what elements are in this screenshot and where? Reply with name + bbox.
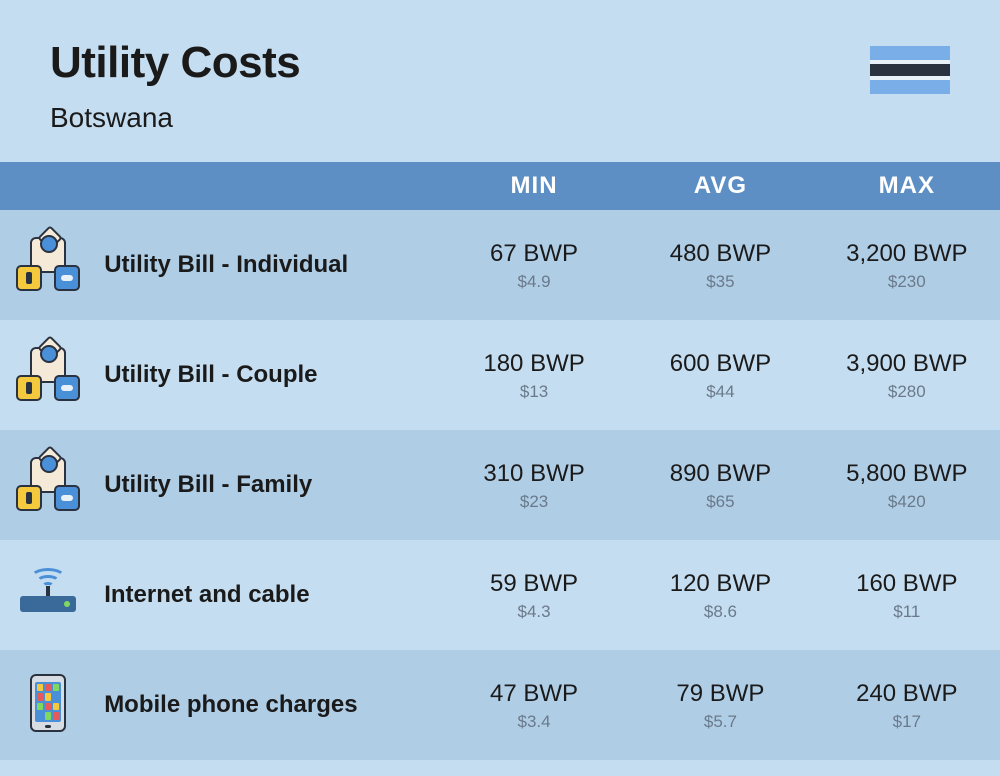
avg-secondary: $5.7 (627, 713, 813, 730)
max-secondary: $11 (814, 603, 1000, 620)
max-primary: 5,800 BWP (814, 460, 1000, 489)
min-primary: 180 BWP (441, 350, 627, 379)
max-cell: 3,200 BWP $230 (814, 210, 1000, 320)
max-cell: 160 BWP $11 (814, 540, 1000, 650)
flag-icon (870, 46, 950, 94)
col-min: MIN (441, 162, 627, 210)
min-secondary: $3.4 (441, 713, 627, 730)
max-primary: 3,900 BWP (814, 350, 1000, 379)
table-row: Utility Bill - Individual67 BWP $4.9480 B… (0, 210, 1000, 320)
col-label (96, 162, 441, 210)
icon-cell (0, 210, 96, 320)
min-cell: 47 BWP $3.4 (441, 650, 627, 760)
utility-icon (16, 235, 80, 291)
max-secondary: $420 (814, 493, 1000, 510)
max-primary: 240 BWP (814, 680, 1000, 709)
min-secondary: $4.3 (441, 603, 627, 620)
min-primary: 310 BWP (441, 460, 627, 489)
row-label: Internet and cable (96, 540, 441, 650)
avg-cell: 890 BWP $65 (627, 430, 813, 540)
avg-primary: 600 BWP (627, 350, 813, 379)
avg-primary: 79 BWP (627, 680, 813, 709)
table-body: Utility Bill - Individual67 BWP $4.9480 B… (0, 210, 1000, 760)
table-row: Mobile phone charges47 BWP $3.479 BWP $5.7… (0, 650, 1000, 760)
row-label: Mobile phone charges (96, 650, 441, 760)
min-cell: 180 BWP $13 (441, 320, 627, 430)
max-cell: 240 BWP $17 (814, 650, 1000, 760)
avg-cell: 480 BWP $35 (627, 210, 813, 320)
icon-cell (0, 650, 96, 760)
costs-table: MIN AVG MAX Utility Bill - Individual67 … (0, 162, 1000, 760)
max-cell: 3,900 BWP $280 (814, 320, 1000, 430)
max-secondary: $17 (814, 713, 1000, 730)
row-label: Utility Bill - Family (96, 430, 441, 540)
table-row: Utility Bill - Family310 BWP $23890 BWP $6… (0, 430, 1000, 540)
min-secondary: $23 (441, 493, 627, 510)
avg-secondary: $35 (627, 273, 813, 290)
max-primary: 3,200 BWP (814, 240, 1000, 269)
page-subtitle: Botswana (50, 102, 300, 134)
avg-primary: 120 BWP (627, 570, 813, 599)
min-cell: 67 BWP $4.9 (441, 210, 627, 320)
avg-secondary: $65 (627, 493, 813, 510)
max-primary: 160 BWP (814, 570, 1000, 599)
table-header: MIN AVG MAX (0, 162, 1000, 210)
min-cell: 59 BWP $4.3 (441, 540, 627, 650)
router-icon (18, 568, 78, 618)
table-row: Internet and cable59 BWP $4.3120 BWP $8.61… (0, 540, 1000, 650)
col-avg: AVG (627, 162, 813, 210)
row-label: Utility Bill - Individual (96, 210, 441, 320)
avg-cell: 79 BWP $5.7 (627, 650, 813, 760)
icon-cell (0, 320, 96, 430)
utility-icon (16, 455, 80, 511)
min-cell: 310 BWP $23 (441, 430, 627, 540)
page-title: Utility Costs (50, 38, 300, 88)
avg-primary: 480 BWP (627, 240, 813, 269)
col-icon (0, 162, 96, 210)
min-primary: 47 BWP (441, 680, 627, 709)
max-cell: 5,800 BWP $420 (814, 430, 1000, 540)
max-secondary: $280 (814, 383, 1000, 400)
avg-primary: 890 BWP (627, 460, 813, 489)
title-block: Utility Costs Botswana (50, 38, 300, 134)
min-primary: 67 BWP (441, 240, 627, 269)
col-max: MAX (814, 162, 1000, 210)
phone-icon (30, 674, 66, 732)
min-secondary: $13 (441, 383, 627, 400)
max-secondary: $230 (814, 273, 1000, 290)
min-secondary: $4.9 (441, 273, 627, 290)
table-row: Utility Bill - Couple180 BWP $13600 BWP $4… (0, 320, 1000, 430)
avg-cell: 120 BWP $8.6 (627, 540, 813, 650)
icon-cell (0, 430, 96, 540)
avg-secondary: $8.6 (627, 603, 813, 620)
min-primary: 59 BWP (441, 570, 627, 599)
avg-secondary: $44 (627, 383, 813, 400)
avg-cell: 600 BWP $44 (627, 320, 813, 430)
header: Utility Costs Botswana (0, 0, 1000, 162)
icon-cell (0, 540, 96, 650)
utility-icon (16, 345, 80, 401)
row-label: Utility Bill - Couple (96, 320, 441, 430)
